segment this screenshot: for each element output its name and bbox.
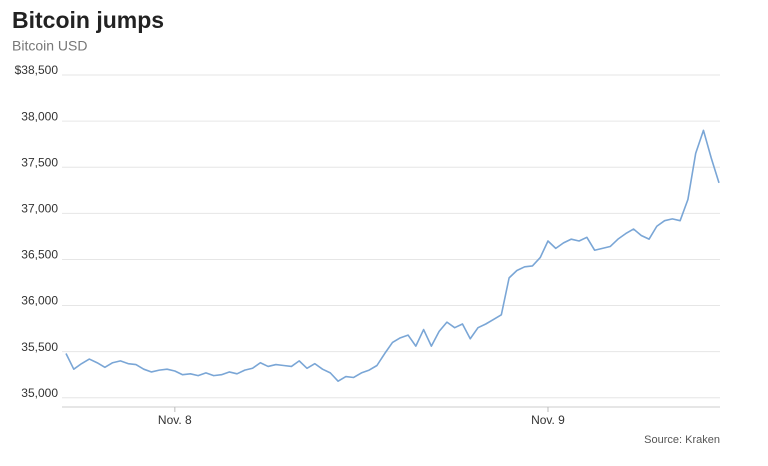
source: Source: Kraken	[644, 434, 720, 446]
y-tick-label: 38,000	[21, 109, 58, 123]
y-tick-label: 36,500	[21, 248, 58, 262]
chart-subtitle: Bitcoin USD	[12, 38, 87, 54]
x-tick-label: Nov. 8	[158, 413, 192, 427]
price-line	[65, 129, 720, 382]
y-tick-label: $38,500	[15, 63, 59, 77]
chart-title: Bitcoin jumps	[12, 7, 164, 33]
x-tick-label: Nov. 9	[531, 413, 565, 427]
y-tick-label: 37,500	[21, 155, 58, 169]
y-tick-label: 35,500	[21, 340, 58, 354]
y-tick-label: 37,000	[21, 202, 58, 216]
y-tick-label: 35,000	[21, 386, 58, 400]
y-tick-label: 36,000	[21, 294, 58, 308]
